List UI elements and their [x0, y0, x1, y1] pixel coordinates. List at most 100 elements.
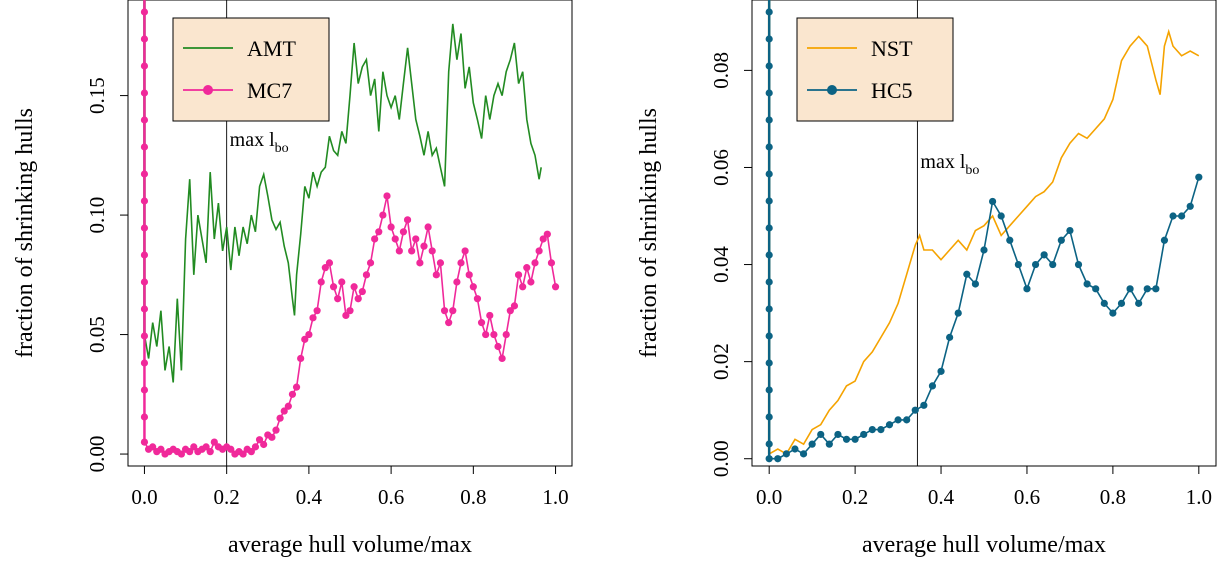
x-tick-label: 0.8: [460, 485, 486, 509]
data-point-MC7: [255, 436, 264, 444]
series-MC7: [140, 0, 560, 458]
data-point-HC5: [765, 197, 773, 205]
x-tick-label: 0.4: [928, 485, 955, 509]
data-point-MC7: [490, 330, 498, 339]
data-point-MC7: [334, 295, 342, 303]
data-point-HC5: [765, 359, 773, 367]
data-point-MC7: [477, 319, 486, 327]
data-point-MC7: [408, 247, 416, 255]
data-point-MC7: [486, 311, 494, 320]
data-point-HC5: [911, 406, 919, 414]
data-point-MC7: [140, 89, 149, 97]
y-axis-label: fraction of shrinking hulls: [636, 108, 662, 358]
data-point-MC7: [140, 386, 149, 394]
data-point-HC5: [1186, 202, 1194, 210]
data-point-MC7: [379, 211, 387, 219]
data-point-MC7: [362, 271, 371, 279]
data-point-MC7: [325, 259, 334, 267]
x-tick-label: 0.6: [378, 485, 404, 509]
data-point-MC7: [227, 445, 235, 453]
data-point-MC7: [140, 224, 149, 232]
data-point-MC7: [519, 283, 527, 291]
data-point-MC7: [140, 438, 149, 446]
data-point-HC5: [1092, 285, 1100, 293]
data-point-MC7: [280, 407, 288, 415]
series-line-NST: [768, 28, 1200, 455]
data-point-MC7: [140, 8, 149, 16]
data-point-HC5: [791, 445, 799, 453]
x-tick-label: 1.0: [1186, 485, 1212, 509]
data-point-MC7: [140, 170, 149, 178]
max-lbo-label-main: max l: [230, 129, 275, 151]
y-tick-label: 0.05: [85, 316, 109, 353]
data-point-MC7: [531, 259, 539, 267]
y-tick-label: 0.04: [709, 246, 733, 283]
data-point-MC7: [403, 216, 412, 224]
chart-panel-2: 0.0 0.2 0.4 0.6 0.8 1.0 0.00 0.02 0.04 0.06 0.08 av…: [636, 0, 1217, 558]
data-point-MC7: [313, 307, 321, 315]
data-point-HC5: [1066, 226, 1074, 235]
data-point-HC5: [971, 280, 980, 288]
legend-label-AMT: AMT: [247, 36, 296, 61]
data-point-HC5: [1169, 212, 1177, 220]
data-point-HC5: [765, 224, 773, 232]
data-point-MC7: [338, 278, 346, 286]
x-tick-label: 0.6: [1014, 485, 1040, 509]
data-point-MC7: [140, 62, 149, 70]
data-point-MC7: [202, 443, 210, 451]
data-point-HC5: [765, 116, 773, 124]
data-point-MC7: [140, 197, 149, 205]
data-point-HC5: [988, 197, 997, 206]
data-point-MC7: [399, 228, 408, 236]
data-point-MC7: [292, 383, 301, 391]
max-lbo-label-main: max l: [920, 151, 965, 173]
data-point-MC7: [445, 319, 453, 327]
data-point-HC5: [997, 212, 1005, 220]
y-tick-label: 0.08: [709, 52, 733, 89]
data-point-MC7: [321, 264, 329, 272]
data-point-HC5: [903, 416, 911, 424]
x-tick-label: 0.2: [842, 485, 868, 509]
data-point-MC7: [498, 354, 506, 363]
data-point-MC7: [543, 230, 551, 238]
data-point-HC5: [765, 440, 773, 448]
series-line-HC5: [769, 176, 1200, 460]
data-point-MC7: [247, 448, 255, 456]
data-point-HC5: [782, 450, 790, 458]
data-point-MC7: [140, 251, 149, 259]
data-point-MC7: [436, 259, 445, 267]
data-point-MC7: [482, 330, 490, 339]
data-point-MC7: [317, 278, 325, 286]
data-point-HC5: [825, 440, 833, 448]
data-point-MC7: [276, 414, 284, 422]
data-point-HC5: [765, 35, 773, 43]
data-point-MC7: [395, 247, 403, 255]
data-point-MC7: [473, 295, 482, 303]
x-tick-label: 1.0: [542, 485, 568, 509]
series-line-AMT: [143, 23, 542, 383]
data-point-MC7: [177, 450, 186, 458]
x-tick-label: 0.2: [214, 485, 240, 509]
data-point-HC5: [1109, 309, 1117, 317]
data-point-HC5: [765, 143, 773, 151]
data-point-HC5: [1178, 212, 1186, 220]
data-point-MC7: [465, 271, 473, 279]
data-point-MC7: [469, 283, 477, 291]
legend-box: [172, 17, 330, 122]
data-point-HC5: [817, 430, 825, 439]
data-point-MC7: [440, 307, 449, 315]
max-lbo-label-sub: bo: [965, 163, 979, 178]
legend-label-MC7: MC7: [247, 78, 292, 103]
data-point-HC5: [1143, 285, 1151, 293]
data-point-HC5: [937, 367, 945, 375]
x-axis-label: average hull volume/max: [862, 532, 1106, 558]
data-point-MC7: [420, 242, 428, 250]
data-point-HC5: [1074, 260, 1083, 269]
data-point-HC5: [1014, 260, 1022, 269]
x-tick-label: 0.0: [131, 485, 157, 509]
legend-marker-MC7: [203, 85, 213, 95]
data-point-MC7: [387, 223, 395, 231]
data-point-HC5: [765, 305, 773, 313]
data-point-MC7: [424, 223, 432, 231]
data-point-HC5: [765, 89, 773, 97]
